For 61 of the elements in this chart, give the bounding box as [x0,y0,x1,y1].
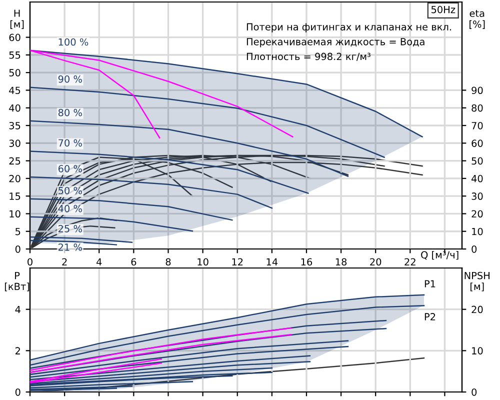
y2-axis-title: NPSH [м] [464,272,490,292]
annotation: Перекачиваемая жидкость = Вода [246,38,424,48]
y2-axis-title: eta [%] [470,10,485,29]
y-tick-label: 25 [9,157,20,165]
x-tick-label: 22 [404,258,416,266]
y2-tick-label: 20 [472,210,483,218]
y-tick-label: 35 [9,122,20,130]
y-tick-label: 30 [9,140,20,147]
series-label: 60 % [58,165,82,172]
annotation: Потери на фитингах и клапанах не вкл. [246,23,451,32]
y-tick-label: 5 [16,228,20,236]
y2-tick-label: 20 [472,306,483,314]
y-tick-label: 4 [15,306,20,314]
x-tick-label: 0 [28,258,32,266]
x-tick-label: 12 [232,258,243,266]
y2-tick-label: 40 [472,174,483,182]
annotation: P1 [424,280,436,288]
y-axis-title: P [кВт] [4,272,30,292]
y-tick-label: 20 [9,174,20,182]
x-tick-label: 16 [301,258,312,266]
series-label: 25 % [58,224,82,232]
y2-tick-label: 80 [472,104,483,112]
y2-tick-label: 0 [472,245,477,253]
y-tick-label: 60 [9,34,20,42]
y2-tick-label: 10 [472,228,483,236]
y-tick-label: 2 [16,347,20,354]
y-tick-label: 10 [10,210,20,218]
x-tick-label: 6 [131,258,136,266]
x-tick-label: 8 [166,258,171,266]
x-axis-title: Q [м³/ч] [421,250,458,260]
series-label: 90 % [58,75,82,83]
y-tick-label: 0 [15,245,20,253]
x-tick-label: 10 [198,258,208,266]
x-tick-label: 20 [370,258,382,266]
y-tick-label: 0 [15,388,20,396]
x-tick-label: 2 [62,258,67,266]
x-tick-label: 4 [96,258,102,266]
y2-tick-label: 50 [472,157,483,165]
y2-tick-label: 30 [472,192,483,200]
series-label: 100 % [58,38,88,46]
series-label: 21 % [58,243,82,251]
series-label: 40 % [58,204,82,212]
series-label: 70 % [58,139,82,147]
y2-tick-label: 0 [472,388,477,396]
annotation: 50Hz [431,6,456,14]
y2-tick-label: 90 [472,86,483,94]
y2-tick-label: 60 [472,140,483,147]
y2-tick-label: 10 [472,347,483,354]
x-tick-label: 18 [336,258,347,266]
y-tick-label: 55 [9,52,20,59]
series-label: 80 % [58,108,82,116]
y-tick-label: 15 [10,192,20,200]
y-tick-label: 45 [9,86,20,94]
series-label: 50 % [58,186,82,194]
y-tick-label: 50 [9,69,20,76]
annotation: Плотность = 998.2 кг/м³ [246,52,370,61]
y2-tick-label: 70 [472,122,483,130]
y-tick-label: 40 [9,104,20,112]
annotation: P2 [424,313,436,320]
x-tick-label: 14 [266,258,278,266]
y-axis-title: H [м] [10,10,24,29]
